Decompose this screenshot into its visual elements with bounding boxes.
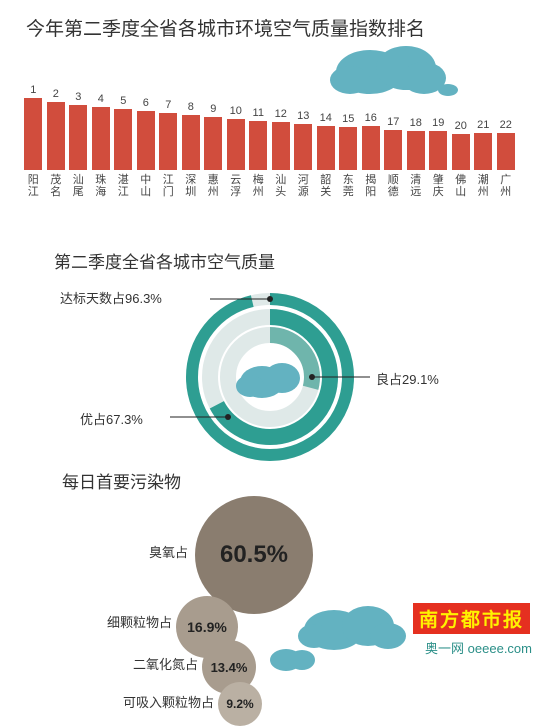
bar-item: 9: [202, 103, 225, 170]
watermark-brand: 南方都市报: [411, 601, 532, 636]
bar-item: 10: [225, 105, 248, 170]
watermark-sub: 奥一网 oeeee.com: [411, 638, 532, 657]
bar-item: 17: [382, 116, 405, 170]
pollutant-value: 16.9%: [187, 619, 227, 635]
ranking-bar-chart: 12345678910111213141516171819202122 阳江茂名…: [22, 90, 522, 220]
pollutant-label: 细颗粒物占: [92, 612, 172, 631]
city-label: 茂名: [45, 174, 68, 198]
bar-item: 11: [247, 107, 270, 170]
donut-label-good: 良占29.1%: [376, 369, 439, 388]
bar-item: 2: [45, 88, 68, 170]
air-quality-donut: [170, 282, 370, 472]
bar-item: 18: [405, 117, 428, 170]
bar-item: 16: [360, 112, 383, 170]
bar-item: 4: [90, 93, 113, 170]
donut-label-compliant: 达标天数占96.3%: [60, 288, 162, 307]
watermark: 南方都市报 奥一网 oeeee.com: [411, 601, 532, 657]
city-label: 珠海: [90, 174, 113, 198]
bar-item: 1: [22, 84, 45, 170]
bar-item: 3: [67, 91, 90, 170]
bar-item: 13: [292, 110, 315, 170]
bar-item: 20: [450, 120, 473, 170]
city-label: 东莞: [337, 174, 360, 198]
city-label: 江门: [157, 174, 180, 198]
pollutant-value: 60.5%: [220, 541, 288, 569]
pollutant-value: 13.4%: [211, 660, 248, 675]
city-label: 顺德: [382, 174, 405, 198]
pollutant-label: 可吸入颗粒物占: [104, 692, 214, 711]
pollutant-bubble-pm10: 9.2%: [218, 682, 262, 726]
cloud-decor-top: [320, 34, 460, 98]
city-label: 阳江: [22, 174, 45, 198]
bar-item: 21: [472, 119, 495, 170]
bar-item: 6: [135, 97, 158, 170]
donut-title: 第二季度全省各城市空气质量: [54, 248, 540, 273]
bar-item: 19: [427, 117, 450, 170]
pollutant-label: 二氧化氮占: [118, 654, 198, 673]
bar-item: 15: [337, 113, 360, 170]
city-label: 潮州: [472, 174, 495, 198]
air-quality-donut-section: 第二季度全省各城市空气质量 达标天数占96.3% 良占29.1% 优占67.3%: [0, 248, 540, 273]
city-label: 广州: [495, 174, 518, 198]
bar-item: 22: [495, 119, 518, 170]
city-label: 汕头: [270, 174, 293, 198]
pollutant-value: 9.2%: [226, 697, 253, 711]
city-label: 湛江: [112, 174, 135, 198]
city-label: 韶关: [315, 174, 338, 198]
bar-item: 12: [270, 108, 293, 170]
city-label: 深圳: [180, 174, 203, 198]
city-label: 梅州: [247, 174, 270, 198]
city-label: 肇庆: [427, 174, 450, 198]
city-label: 云浮: [225, 174, 248, 198]
city-label: 清远: [405, 174, 428, 198]
bar-item: 14: [315, 112, 338, 170]
bar-item: 5: [112, 95, 135, 170]
city-label: 汕尾: [67, 174, 90, 198]
pollutants-title: 每日首要污染物: [62, 468, 540, 493]
donut-label-excellent: 优占67.3%: [80, 409, 143, 428]
city-label: 河源: [292, 174, 315, 198]
bar-item: 8: [180, 101, 203, 170]
city-label: 中山: [135, 174, 158, 198]
city-label: 佛山: [450, 174, 473, 198]
bar-item: 7: [157, 99, 180, 170]
pollutants-section: 每日首要污染物 60.5% 臭氧占 16.9% 细颗粒物占 13.4% 二氧化氮…: [0, 468, 540, 493]
city-label: 惠州: [202, 174, 225, 198]
pollutant-label: 臭氧占: [128, 542, 188, 561]
city-label: 揭阳: [360, 174, 383, 198]
cloud-decor-small: [262, 640, 322, 676]
